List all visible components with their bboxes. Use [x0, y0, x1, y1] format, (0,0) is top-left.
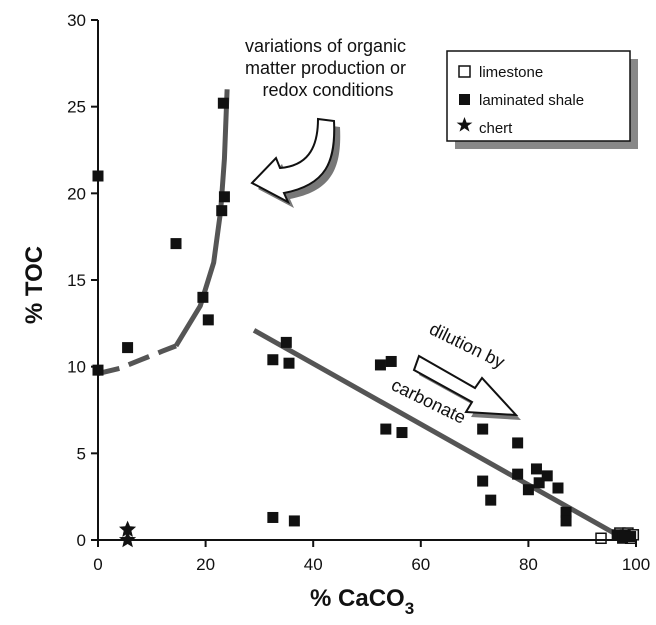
- laminated-shale-point: [625, 531, 637, 543]
- laminated-shale-point: [552, 482, 564, 494]
- data-points: [92, 97, 640, 548]
- laminated-shale-point: [288, 515, 300, 527]
- trend-lines: [97, 89, 619, 537]
- chert-point: [119, 520, 137, 537]
- y-tick-label: 20: [67, 184, 86, 203]
- laminated-shale-point: [380, 423, 392, 435]
- laminated-shale-point: [541, 470, 553, 482]
- laminated-shale-point: [385, 355, 397, 367]
- laminated-shale-point: [283, 357, 295, 369]
- y-tick-label: 15: [67, 271, 86, 290]
- legend-limestone: limestone: [479, 64, 543, 81]
- laminated-shale-point: [512, 437, 524, 449]
- laminated-shale-point: [267, 354, 279, 366]
- dilution-annotation-line1: dilution by: [426, 319, 508, 373]
- y-tick-label: 0: [77, 531, 86, 550]
- laminated-shale-point: [477, 475, 489, 487]
- organic-arrow: [250, 117, 341, 208]
- laminated-shale-point: [170, 238, 182, 250]
- y-axis-ticks: 0 5 10 15 20 25 30: [67, 11, 98, 550]
- x-axis-ticks: 0 20 40 60 80 100: [93, 540, 650, 574]
- laminated-shale-point: [122, 342, 134, 354]
- laminated-shale-point: [217, 97, 229, 109]
- x-tick-label: 20: [196, 555, 215, 574]
- legend: limestone laminated shale chert: [446, 50, 638, 149]
- axes: [97, 20, 636, 541]
- legend-shale-marker: [459, 94, 470, 105]
- y-tick-label: 25: [67, 98, 86, 117]
- x-tick-label: 60: [411, 555, 430, 574]
- x-axis-title: % CaCO3: [310, 585, 414, 618]
- laminated-shale-point: [374, 359, 386, 371]
- legend-chert: chert: [479, 120, 513, 137]
- laminated-shale-point: [560, 515, 572, 527]
- x-tick-label: 100: [622, 555, 650, 574]
- y-tick-label: 10: [67, 358, 86, 377]
- laminated-shale-point: [280, 336, 292, 348]
- dilution-arrow: [412, 354, 521, 420]
- x-tick-label: 0: [93, 555, 102, 574]
- x-tick-label: 80: [519, 555, 538, 574]
- organic-curve-dashed: [97, 343, 177, 377]
- limestone-point: [595, 532, 607, 545]
- laminated-shale-point: [530, 463, 542, 475]
- laminated-shale-point: [216, 205, 228, 217]
- laminated-shale-point: [218, 191, 230, 203]
- laminated-shale-point: [522, 484, 534, 496]
- laminated-shale-point: [477, 423, 489, 435]
- laminated-shale-point: [202, 314, 214, 326]
- organic-curve-solid: [173, 89, 230, 348]
- y-axis-title: % TOC: [21, 246, 48, 324]
- laminated-shale-point: [396, 427, 408, 439]
- legend-laminated-shale: laminated shale: [479, 92, 584, 109]
- laminated-shale-point: [267, 511, 279, 523]
- laminated-shale-point: [512, 468, 524, 480]
- laminated-shale-point: [560, 506, 572, 518]
- laminated-shale-point: [533, 477, 545, 489]
- y-tick-label: 5: [77, 444, 86, 463]
- dilution-line: [252, 328, 619, 537]
- legend-chert-marker: [456, 117, 473, 132]
- organic-annotation: variations of organic matter production …: [245, 36, 411, 100]
- y-tick-label: 30: [67, 11, 86, 30]
- laminated-shale-point: [485, 494, 497, 506]
- x-tick-label: 40: [304, 555, 323, 574]
- legend-limestone-marker: [458, 65, 471, 78]
- laminated-shale-point: [197, 291, 209, 303]
